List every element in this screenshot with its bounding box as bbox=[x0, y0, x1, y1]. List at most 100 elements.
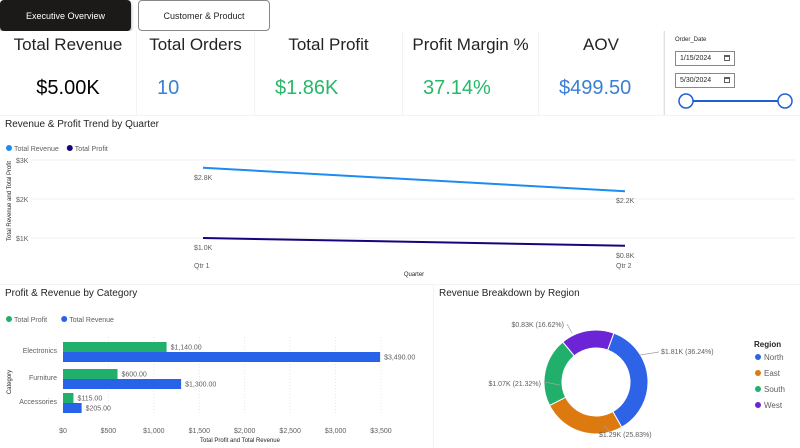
bar bbox=[63, 369, 118, 379]
kpi-value: $5.00K bbox=[36, 77, 100, 99]
x-tick-label: $1,500 bbox=[189, 428, 211, 435]
kpi-value: $1.86K bbox=[275, 77, 339, 99]
data-label: $1.0K bbox=[194, 245, 213, 252]
chart-title: Revenue & Profit Trend by Quarter bbox=[5, 119, 159, 130]
data-label: $2.2K bbox=[616, 198, 635, 205]
data-label: $1.81K (36.24%) bbox=[661, 349, 714, 356]
legend-marker bbox=[755, 370, 761, 376]
kpi-card-profit-margin: Profit Margin % 37.14% bbox=[403, 31, 538, 115]
data-label: $1,300.00 bbox=[185, 382, 216, 389]
kpi-card-total-revenue: Total Revenue $5.00K bbox=[0, 31, 136, 115]
bar bbox=[63, 379, 182, 389]
leader-line bbox=[603, 425, 613, 434]
donut-slice bbox=[543, 341, 575, 407]
data-label: $1,140.00 bbox=[171, 345, 202, 352]
series-line bbox=[202, 166, 626, 193]
trend-chart-panel: Revenue & Profit Trend by Quarter Total … bbox=[0, 116, 800, 284]
kpi-title: Profit Margin % bbox=[412, 35, 529, 54]
legend-label: East bbox=[764, 369, 781, 378]
kpi-title: AOV bbox=[583, 35, 619, 54]
x-tick-label: $1,000 bbox=[143, 428, 165, 435]
legend-label: Total Profit bbox=[14, 317, 47, 324]
data-label: $1.07K (21.32%) bbox=[488, 381, 541, 388]
kpi-title: Total Orders bbox=[149, 35, 242, 54]
x-axis-label: Total Profit and Total Revenue bbox=[200, 438, 281, 444]
bar bbox=[63, 393, 74, 403]
legend-label: Total Revenue bbox=[69, 317, 114, 324]
legend-marker bbox=[6, 316, 12, 322]
category-chart-panel: Profit & Revenue by Category Total Profi… bbox=[0, 285, 433, 448]
legend-marker bbox=[755, 402, 761, 408]
kpi-title: Total Revenue bbox=[13, 35, 123, 54]
category-label: Accessories bbox=[19, 399, 57, 406]
kpi-card-aov: AOV $499.50 bbox=[539, 31, 663, 115]
chart-title: Profit & Revenue by Category bbox=[5, 288, 138, 299]
date-slicer: Order_Date 1/15/2024 5/30/2024 bbox=[664, 31, 800, 115]
date-range-slider[interactable] bbox=[665, 87, 800, 117]
bar bbox=[63, 342, 167, 352]
x-tick-label: $3,500 bbox=[370, 428, 392, 435]
tab-customer-product[interactable]: Customer & Product bbox=[138, 0, 270, 31]
chart-title: Revenue Breakdown by Region bbox=[439, 288, 580, 299]
legend-label: South bbox=[764, 385, 785, 394]
y-tick-label: $2K bbox=[16, 197, 29, 204]
start-date-value: 1/15/2024 bbox=[680, 55, 712, 62]
category-label: Furniture bbox=[29, 375, 57, 382]
data-label: $0.8K bbox=[616, 253, 635, 260]
calendar-icon[interactable] bbox=[724, 77, 730, 83]
legend-marker bbox=[66, 145, 73, 151]
legend-marker bbox=[61, 316, 68, 322]
y-axis-label: Total Revenue and Total Profit bbox=[7, 161, 13, 241]
donut-slice bbox=[562, 329, 615, 357]
slider-start-handle[interactable] bbox=[678, 93, 694, 109]
x-tick-label: $3,000 bbox=[325, 428, 347, 435]
y-axis-label: Category bbox=[7, 370, 13, 394]
x-tick-label: Qtr 1 bbox=[194, 263, 210, 270]
y-tick-label: $1K bbox=[16, 236, 29, 243]
end-date-input[interactable]: 5/30/2024 bbox=[675, 73, 735, 88]
data-label: $1.29K (25.83%) bbox=[599, 432, 652, 439]
data-label: $600.00 bbox=[122, 372, 147, 379]
slider-end-handle[interactable] bbox=[777, 93, 793, 109]
legend-marker bbox=[755, 386, 761, 392]
data-label: $2.8K bbox=[194, 175, 213, 182]
page-tabs: Executive Overview Customer & Product bbox=[0, 0, 800, 31]
legend-title: Region bbox=[754, 340, 781, 349]
data-label: $0.83K (16.62%) bbox=[511, 322, 564, 329]
legend-label: West bbox=[764, 401, 783, 410]
end-date-value: 5/30/2024 bbox=[680, 77, 712, 84]
bar bbox=[63, 403, 82, 413]
leader-line bbox=[566, 323, 573, 334]
kpi-card-total-profit: Total Profit $1.86K bbox=[255, 31, 402, 115]
legend-label: Total Profit bbox=[75, 146, 108, 153]
calendar-icon[interactable] bbox=[724, 55, 730, 61]
region-chart-panel: Revenue Breakdown by Region $1.81K (36.2… bbox=[434, 285, 800, 448]
kpi-value: 10 bbox=[157, 77, 180, 99]
legend-label: North bbox=[764, 353, 784, 362]
series-line bbox=[202, 237, 626, 247]
legend-label: Total Revenue bbox=[14, 146, 59, 153]
donut-slice bbox=[548, 396, 623, 435]
trend-chart: Total Revenue Total Profit $1K $2K $3KTotal … bbox=[6, 145, 795, 278]
leader-line bbox=[543, 381, 561, 386]
tab-executive-overview[interactable]: Executive Overview bbox=[0, 0, 131, 31]
kpi-value: 37.14% bbox=[423, 77, 491, 99]
x-tick-label: Qtr 2 bbox=[616, 263, 632, 270]
data-label: $205.00 bbox=[86, 406, 111, 413]
x-tick-label: $500 bbox=[101, 428, 117, 435]
kpi-title: Total Profit bbox=[288, 35, 369, 54]
start-date-input[interactable]: 1/15/2024 bbox=[675, 51, 735, 66]
data-label: $115.00 bbox=[77, 396, 102, 403]
region-chart: $1.81K (36.24%) $1.29K (25.83%) $1.07K (21… bbox=[488, 322, 785, 439]
leader-line bbox=[639, 351, 660, 356]
x-tick-label: $2,000 bbox=[234, 428, 256, 435]
y-tick-label: $3K bbox=[16, 158, 29, 165]
kpi-card-total-orders: Total Orders 10 bbox=[137, 31, 254, 115]
bar bbox=[63, 352, 381, 362]
x-tick-label: $2,500 bbox=[279, 428, 301, 435]
x-tick-label: $0 bbox=[59, 428, 67, 435]
category-label: Electronics bbox=[23, 348, 58, 355]
category-chart: Total Profit Total Revenue $0 $500 $1,000 $1,… bbox=[6, 316, 415, 444]
kpi-value: $499.50 bbox=[559, 77, 632, 99]
legend-marker bbox=[755, 354, 761, 360]
